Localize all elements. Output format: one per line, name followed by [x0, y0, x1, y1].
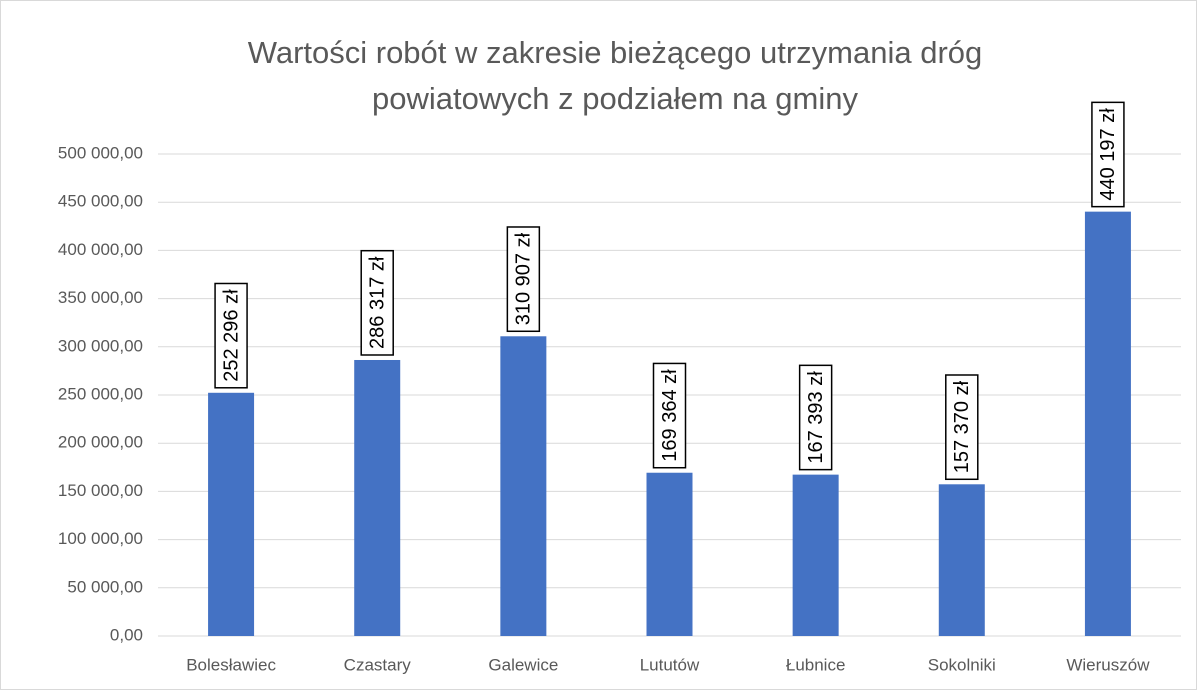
- y-tick-label: 300 000,00: [58, 336, 143, 355]
- bar: [938, 484, 985, 636]
- value-label: 286 317 zł: [366, 256, 388, 349]
- bar: [208, 392, 255, 636]
- value-label-box: [798, 364, 833, 471]
- bar: [792, 474, 839, 636]
- value-label: 440 197 zł: [1097, 108, 1119, 201]
- y-tick-label: 400 000,00: [58, 240, 143, 259]
- y-tick-label: 250 000,00: [58, 384, 143, 403]
- y-tick-label: 350 000,00: [58, 288, 143, 307]
- x-tick-label: Czastary: [344, 655, 412, 674]
- y-tick-label: 100 000,00: [58, 529, 143, 548]
- value-label: 167 393 zł: [805, 371, 827, 464]
- value-label-box: [1091, 101, 1125, 208]
- chart-title: powiatowych z podziałem na gminy: [372, 81, 858, 116]
- chart-title: Wartości robót w zakresie bieżącego utrz…: [248, 35, 983, 70]
- value-label-box: [214, 282, 248, 389]
- value-label: 157 370 zł: [951, 380, 973, 473]
- bar: [500, 336, 547, 636]
- value-label-box: [360, 249, 394, 356]
- bar: [1084, 211, 1131, 636]
- x-tick-label: Galewice: [488, 655, 558, 674]
- value-label: 169 364 zł: [659, 369, 681, 462]
- y-tick-label: 200 000,00: [58, 433, 143, 452]
- y-tick-label: 500 000,00: [58, 143, 143, 162]
- value-label-box: [652, 362, 687, 469]
- value-label-box: [945, 374, 979, 481]
- value-label: 310 907 zł: [513, 232, 535, 325]
- y-tick-label: 0,00: [110, 625, 143, 644]
- y-tick-label: 150 000,00: [58, 481, 143, 500]
- x-tick-label: Lututów: [640, 655, 700, 674]
- x-tick-label: Sokolniki: [928, 655, 996, 674]
- x-tick-label: Łubnice: [786, 655, 846, 674]
- value-label-box: [506, 226, 541, 333]
- x-tick-label: Bolesławiec: [186, 655, 276, 674]
- bar: [646, 472, 693, 636]
- bar: [354, 359, 401, 636]
- y-tick-label: 450 000,00: [58, 192, 143, 211]
- y-tick-label: 50 000,00: [67, 577, 143, 596]
- value-label: 252 296 zł: [220, 289, 242, 382]
- x-tick-label: Wieruszów: [1066, 655, 1150, 674]
